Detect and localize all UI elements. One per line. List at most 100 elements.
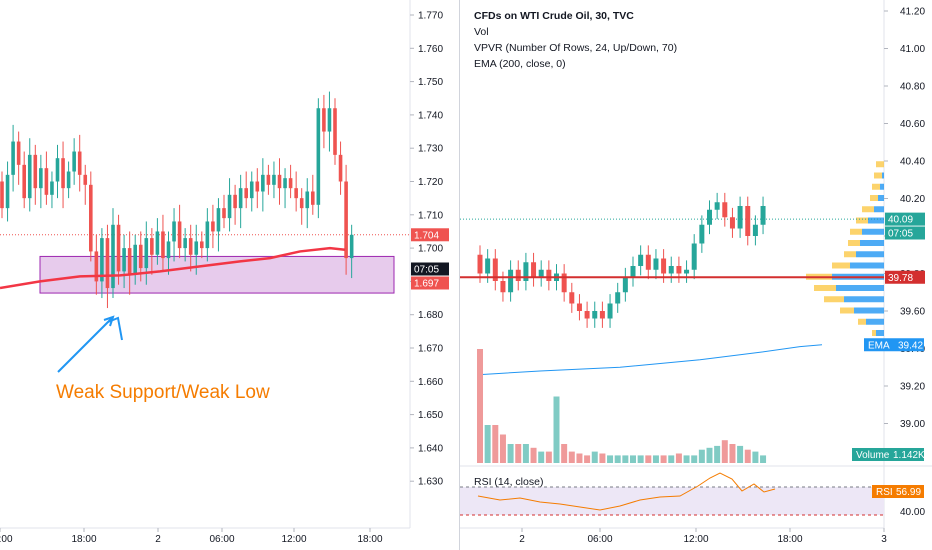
candle-up[interactable] (27, 154, 32, 199)
candle-down[interactable] (500, 281, 506, 293)
candle-down[interactable] (277, 174, 282, 189)
candle-down[interactable] (338, 154, 343, 182)
candle-up[interactable] (349, 234, 354, 259)
candle-down[interactable] (515, 269, 521, 281)
candle-down[interactable] (299, 198, 304, 209)
candle-down[interactable] (676, 266, 682, 274)
candle-up[interactable] (183, 238, 187, 249)
candle-down[interactable] (333, 108, 337, 155)
support-zone[interactable] (39, 255, 395, 294)
candle-down[interactable] (561, 273, 567, 293)
candle-down[interactable] (22, 164, 26, 199)
candle-down[interactable] (16, 141, 21, 165)
candle-up[interactable] (485, 258, 491, 274)
candle-up[interactable] (508, 269, 514, 293)
candle-down[interactable] (255, 181, 260, 192)
candle-down[interactable] (266, 174, 271, 185)
candle-up[interactable] (55, 158, 60, 182)
legend-ema[interactable]: EMA (200, close, 0) (474, 58, 566, 70)
candle-up[interactable] (592, 311, 598, 319)
candle-down[interactable] (322, 108, 326, 132)
candle-up[interactable] (216, 208, 221, 232)
candle-down[interactable] (211, 221, 215, 232)
candle-up[interactable] (327, 108, 332, 132)
candle-up[interactable] (11, 141, 15, 175)
candle-down[interactable] (161, 231, 165, 259)
candle-up[interactable] (316, 108, 321, 205)
candle-down[interactable] (531, 262, 537, 278)
legend-vol[interactable]: Vol (474, 26, 489, 38)
symbol-title[interactable]: CFDs on WTI Crude Oil, 30, TVC (474, 10, 634, 22)
candle-up[interactable] (111, 224, 115, 289)
left-chart-panel[interactable]: 1.770 1.760 1.750 1.740 1.730 1.720 1.710 1.700… (0, 0, 460, 550)
candle-up[interactable] (538, 269, 544, 278)
candle-up[interactable] (305, 191, 310, 209)
candle-down[interactable] (576, 303, 582, 312)
candle-down[interactable] (645, 254, 651, 270)
right-chart-panel[interactable]: 41.2041.0040.8040.6040.4040.2040.0039.80… (460, 0, 932, 550)
candle-down[interactable] (77, 151, 82, 175)
candle-up[interactable] (5, 174, 10, 209)
candle-up[interactable] (172, 221, 176, 242)
candle-up[interactable] (122, 248, 126, 272)
candle-up[interactable] (72, 151, 76, 172)
candle-up[interactable] (66, 171, 71, 189)
candle-up[interactable] (133, 244, 137, 275)
legend-vpvr[interactable]: VPVR (Number Of Rows, 24, Up/Down, 70) (474, 42, 678, 54)
rsi-line[interactable] (477, 472, 776, 511)
candle-up[interactable] (653, 258, 659, 270)
candle-up[interactable] (707, 209, 712, 225)
candle-up[interactable] (668, 266, 674, 274)
candle-down[interactable] (116, 224, 121, 272)
candle-up[interactable] (249, 181, 254, 199)
candle-up[interactable] (39, 168, 43, 189)
candle-down[interactable] (477, 254, 483, 274)
candle-down[interactable] (745, 206, 751, 236)
rsi-legend[interactable]: RSI (14, close) (474, 476, 544, 488)
candle-up[interactable] (272, 174, 276, 185)
candle-down[interactable] (200, 241, 204, 249)
ema-line[interactable] (477, 344, 823, 376)
candle-down[interactable] (89, 184, 93, 252)
candle-down[interactable] (94, 251, 99, 282)
candle-down[interactable] (33, 154, 38, 189)
candle-up[interactable] (50, 181, 54, 195)
candle-down[interactable] (61, 158, 65, 189)
candle-down[interactable] (233, 194, 237, 209)
candle-up[interactable] (166, 241, 171, 259)
candle-up[interactable] (622, 277, 628, 293)
candle-down[interactable] (569, 292, 575, 304)
candle-up[interactable] (283, 178, 287, 189)
candle-down[interactable] (244, 188, 248, 199)
ema-line[interactable] (0, 246, 346, 290)
candle-up[interactable] (227, 194, 232, 219)
candle-up[interactable] (144, 238, 149, 269)
candle-up[interactable] (155, 231, 160, 255)
candle-up[interactable] (760, 206, 766, 225)
candle-up[interactable] (752, 224, 758, 236)
candle-down[interactable] (288, 178, 293, 189)
candle-down[interactable] (344, 181, 348, 259)
candle-up[interactable] (238, 188, 243, 209)
candle-down[interactable] (492, 258, 498, 282)
candle-down[interactable] (127, 248, 132, 275)
candle-up[interactable] (691, 243, 697, 270)
candle-up[interactable] (737, 206, 743, 229)
left-chart-canvas[interactable]: 1.770 1.760 1.750 1.740 1.730 1.720 1.710 1.700… (0, 0, 460, 550)
candle-down[interactable] (44, 168, 49, 195)
candle-down[interactable] (150, 238, 154, 255)
candle-down[interactable] (105, 238, 110, 289)
right-chart-canvas[interactable]: 41.2041.0040.8040.6040.4040.2040.0039.80… (460, 0, 932, 550)
candle-up[interactable] (194, 241, 199, 255)
candle-up[interactable] (100, 238, 104, 282)
candle-up[interactable] (615, 292, 621, 304)
candle-up[interactable] (684, 269, 690, 274)
candle-down[interactable] (584, 311, 590, 319)
candle-down[interactable] (294, 188, 298, 199)
candle-up[interactable] (261, 174, 265, 192)
candle-up[interactable] (714, 202, 720, 210)
candle-down[interactable] (188, 238, 193, 255)
candle-down[interactable] (177, 221, 182, 249)
candle-down[interactable] (661, 258, 667, 274)
candle-down[interactable] (722, 202, 728, 218)
